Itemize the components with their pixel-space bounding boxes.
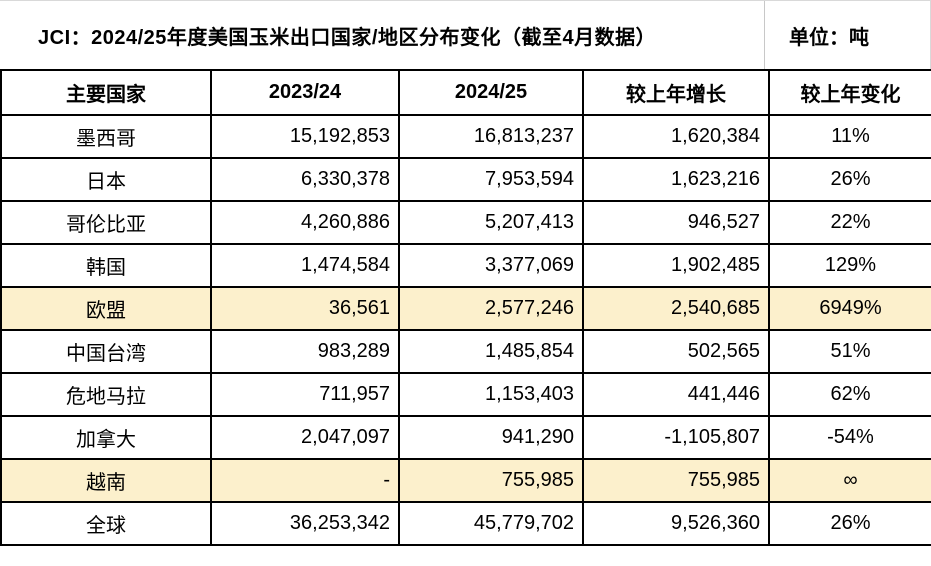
column-header: 较上年增长 xyxy=(582,69,770,116)
yoy-increase-cell: 1,623,216 xyxy=(582,157,770,202)
yoy-change-cell: 22% xyxy=(768,200,931,245)
value-2023-24-cell: 1,474,584 xyxy=(210,243,400,288)
yoy-increase-cell: 441,446 xyxy=(582,372,770,417)
value-2023-24-cell: 2,047,097 xyxy=(210,415,400,460)
country-cell: 加拿大 xyxy=(0,415,212,460)
value-2023-24-cell: 36,561 xyxy=(210,286,400,331)
value-2024-25-cell: 3,377,069 xyxy=(398,243,584,288)
yoy-increase-cell: 502,565 xyxy=(582,329,770,374)
country-cell: 欧盟 xyxy=(0,286,212,331)
yoy-increase-cell: 946,527 xyxy=(582,200,770,245)
value-2023-24-cell: - xyxy=(210,458,400,503)
value-2023-24-cell: 983,289 xyxy=(210,329,400,374)
value-2024-25-cell: 2,577,246 xyxy=(398,286,584,331)
yoy-increase-cell: 1,902,485 xyxy=(582,243,770,288)
value-2024-25-cell: 755,985 xyxy=(398,458,584,503)
country-cell: 日本 xyxy=(0,157,212,202)
yoy-increase-cell: 2,540,685 xyxy=(582,286,770,331)
yoy-increase-cell: 755,985 xyxy=(582,458,770,503)
country-cell: 危地马拉 xyxy=(0,372,212,417)
yoy-change-cell: 26% xyxy=(768,157,931,202)
page-title: JCI：2024/25年度美国玉米出口国家/地区分布变化（截至4月数据） xyxy=(0,1,765,69)
value-2024-25-cell: 45,779,702 xyxy=(398,501,584,546)
country-cell: 中国台湾 xyxy=(0,329,212,374)
value-2024-25-cell: 1,485,854 xyxy=(398,329,584,374)
table-body: 墨西哥 15,192,853 16,813,237 1,620,384 11% 日本 6,3… xyxy=(0,114,931,546)
table-row: 墨西哥 15,192,853 16,813,237 1,620,384 11% xyxy=(0,114,931,159)
yoy-increase-cell: 9,526,360 xyxy=(582,501,770,546)
column-header: 主要国家 xyxy=(0,69,212,116)
yoy-change-cell: 11% xyxy=(768,114,931,159)
column-header: 2024/25 xyxy=(398,69,584,116)
table-row: 加拿大 2,047,097 941,290 -1,105,807 -54% xyxy=(0,415,931,460)
yoy-increase-cell: -1,105,807 xyxy=(582,415,770,460)
country-cell: 墨西哥 xyxy=(0,114,212,159)
yoy-change-cell: ∞ xyxy=(768,458,931,503)
table-row: 韩国 1,474,584 3,377,069 1,902,485 129% xyxy=(0,243,931,288)
value-2024-25-cell: 16,813,237 xyxy=(398,114,584,159)
table-row: 全球 36,253,342 45,779,702 9,526,360 26% xyxy=(0,501,931,546)
table-row: 中国台湾 983,289 1,485,854 502,565 51% xyxy=(0,329,931,374)
country-cell: 哥伦比亚 xyxy=(0,200,212,245)
table-row: 日本 6,330,378 7,953,594 1,623,216 26% xyxy=(0,157,931,202)
table-row: 越南 -755,985 755,985 ∞ xyxy=(0,458,931,503)
title-bar: JCI：2024/25年度美国玉米出口国家/地区分布变化（截至4月数据） 单位：… xyxy=(0,0,931,69)
column-header: 较上年变化 xyxy=(768,69,931,116)
country-cell: 越南 xyxy=(0,458,212,503)
value-2023-24-cell: 4,260,886 xyxy=(210,200,400,245)
export-table: 主要国家 2023/24 2024/25 较上年增长 较上年变化 墨西哥 15,192,8… xyxy=(0,69,931,546)
yoy-change-cell: 129% xyxy=(768,243,931,288)
table-row: 危地马拉 711,957 1,153,403 441,446 62% xyxy=(0,372,931,417)
yoy-change-cell: 51% xyxy=(768,329,931,374)
table-header: 主要国家 2023/24 2024/25 较上年增长 较上年变化 xyxy=(0,69,931,116)
value-2024-25-cell: 7,953,594 xyxy=(398,157,584,202)
yoy-change-cell: 6949% xyxy=(768,286,931,331)
value-2023-24-cell: 15,192,853 xyxy=(210,114,400,159)
yoy-change-cell: -54% xyxy=(768,415,931,460)
country-cell: 韩国 xyxy=(0,243,212,288)
table-row: 哥伦比亚 4,260,886 5,207,413 946,527 22% xyxy=(0,200,931,245)
country-cell: 全球 xyxy=(0,501,212,546)
value-2023-24-cell: 711,957 xyxy=(210,372,400,417)
header-row: 主要国家 2023/24 2024/25 较上年增长 较上年变化 xyxy=(0,69,931,116)
value-2024-25-cell: 1,153,403 xyxy=(398,372,584,417)
yoy-change-cell: 26% xyxy=(768,501,931,546)
column-header: 2023/24 xyxy=(210,69,400,116)
yoy-increase-cell: 1,620,384 xyxy=(582,114,770,159)
yoy-change-cell: 62% xyxy=(768,372,931,417)
value-2024-25-cell: 5,207,413 xyxy=(398,200,584,245)
unit-label: 单位：吨 xyxy=(789,26,869,49)
value-2023-24-cell: 36,253,342 xyxy=(210,501,400,546)
value-2023-24-cell: 6,330,378 xyxy=(210,157,400,202)
table-row: 欧盟 36,561 2,577,246 2,540,685 6949% xyxy=(0,286,931,331)
value-2024-25-cell: 941,290 xyxy=(398,415,584,460)
